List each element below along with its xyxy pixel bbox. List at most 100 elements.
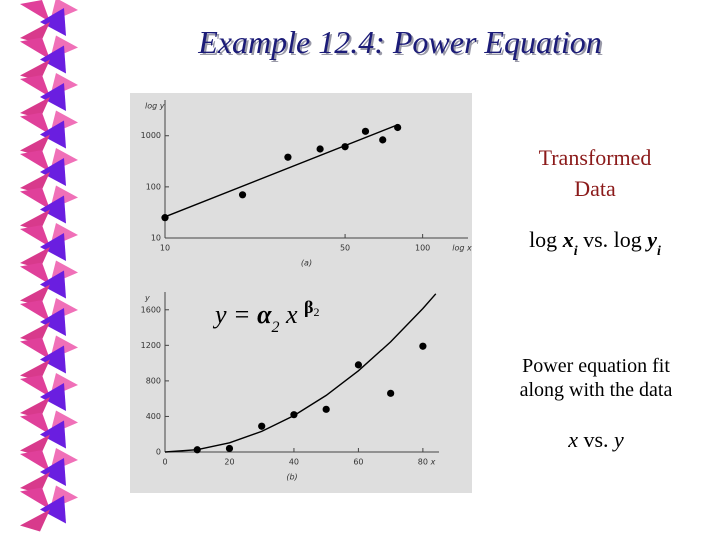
text-part: y = — [212, 300, 257, 329]
data-point — [225, 444, 234, 453]
pinwheel-purple — [40, 83, 66, 111]
pinwheel-purple — [40, 233, 66, 261]
pinwheel-purple — [40, 270, 66, 299]
text-part: x — [279, 300, 304, 329]
y-tick-label: 800 — [146, 376, 161, 385]
y-tick-label: 400 — [146, 412, 161, 421]
note-transformed: Data — [574, 176, 616, 201]
y-tick-label: 1200 — [141, 341, 161, 350]
figure-panel — [130, 93, 472, 493]
pinwheel-pink — [20, 359, 50, 382]
data-point — [379, 136, 387, 144]
pinwheel-pink — [20, 375, 50, 397]
text-part: 2 — [314, 305, 320, 319]
note-xy: x vs. y — [567, 427, 624, 452]
text-part: log — [529, 227, 563, 252]
fit-line — [164, 124, 398, 218]
data-point — [361, 127, 370, 135]
data-point — [322, 405, 330, 413]
pinwheel-pink — [20, 412, 50, 435]
x-tick-label: 10 — [160, 244, 170, 253]
text-line: Power equation fit — [522, 355, 670, 377]
pinwheel-purple — [40, 308, 66, 336]
pinwheel-purple — [40, 495, 66, 524]
text-line: along with the data — [520, 379, 673, 401]
data-point — [258, 422, 266, 430]
pinwheel-pink — [20, 450, 50, 472]
pinwheel-pink — [20, 59, 50, 82]
pinwheel-purple — [40, 45, 66, 74]
y-tick-label: 0 — [156, 448, 161, 457]
pinwheel-pink — [20, 22, 50, 44]
data-point — [284, 153, 292, 161]
pinwheel-pink — [20, 187, 50, 210]
pinwheel-pink — [20, 262, 50, 285]
pinwheel-purple — [40, 383, 66, 411]
pinwheel-pink — [20, 472, 50, 494]
note-line: Transformed — [539, 145, 652, 170]
text-part: x — [562, 227, 574, 252]
x-tick-label: 40 — [289, 458, 299, 467]
text-part: α — [257, 300, 272, 329]
y-tick-label: 1600 — [141, 305, 161, 314]
pinwheel-purple — [40, 8, 66, 36]
pinwheel-pink — [20, 397, 50, 419]
pinwheel-pink — [20, 300, 50, 322]
data-point — [419, 342, 427, 350]
y-tick-label: 10 — [151, 234, 161, 243]
pinwheel-pink — [20, 97, 50, 119]
fit-line — [164, 293, 437, 453]
pinwheel-pink — [20, 112, 50, 135]
note-log-xy: log xi vs. log yi — [529, 227, 661, 259]
x-tick-label: 50 — [340, 244, 350, 253]
pinwheel-pink — [20, 487, 50, 510]
text-part: β — [304, 297, 313, 317]
x-tick-label: 0 — [162, 458, 167, 467]
title-shadow: Example 12.4: Power Equation — [199, 26, 603, 62]
caption: (b) — [286, 473, 297, 482]
pinwheel-purple — [40, 195, 66, 224]
pinwheel-purple — [40, 158, 66, 186]
pinwheel-pink — [20, 150, 50, 172]
title: Example 12.4: Power Equation — [197, 24, 601, 60]
data-point — [354, 361, 363, 369]
y-axis-label: y — [144, 294, 150, 303]
note-transformed: Transformed — [539, 145, 652, 170]
x-tick-label: 60 — [353, 458, 363, 467]
data-point — [387, 389, 395, 397]
x-tick-label: 20 — [224, 458, 234, 467]
text-part: i — [657, 244, 661, 259]
pinwheel-pink — [20, 247, 50, 269]
pinwheel-purple — [40, 345, 66, 374]
pinwheel-pink — [20, 75, 50, 97]
x-tick-label: 80 — [418, 458, 428, 467]
pinwheel-pink — [20, 509, 50, 532]
x-axis-label: x — [430, 458, 436, 467]
text-part: y — [644, 227, 657, 252]
pinwheel-pink — [20, 172, 50, 194]
note-fit: Power equation fit along with the data — [520, 355, 673, 401]
caption: (a) — [301, 259, 312, 268]
formula: y = α2 x β2 — [212, 297, 320, 336]
text-part: x — [567, 427, 578, 452]
data-point — [316, 145, 324, 153]
text-part: vs. — [578, 427, 614, 452]
pinwheel-pink — [20, 209, 50, 232]
x-axis-label: log x — [452, 244, 472, 253]
y-tick-label: 100 — [146, 182, 161, 191]
pinwheel-purple — [40, 420, 66, 449]
pinwheel-pink — [20, 134, 50, 157]
pinwheel-pink — [20, 434, 50, 457]
text-part: y — [612, 427, 624, 452]
y-tick-label: 1000 — [141, 131, 161, 140]
decoration — [20, 0, 78, 532]
text-part: vs. log — [578, 227, 648, 252]
pinwheel-pink — [20, 337, 50, 360]
text-part: i — [574, 244, 578, 259]
text-part: 2 — [271, 319, 279, 336]
x-tick-label: 100 — [415, 244, 430, 253]
pinwheel-pink — [20, 284, 50, 307]
data-point — [238, 191, 247, 199]
